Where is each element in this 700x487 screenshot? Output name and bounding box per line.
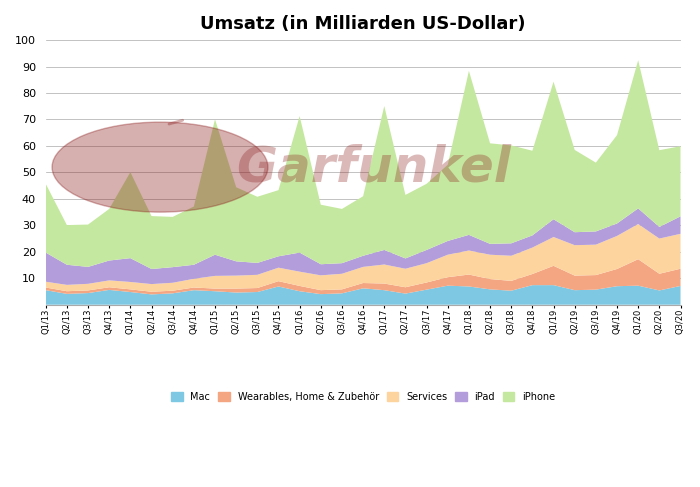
Circle shape xyxy=(52,122,268,212)
Text: Garfunkel: Garfunkel xyxy=(236,143,511,191)
Title: Umsatz (in Milliarden US-Dollar): Umsatz (in Milliarden US-Dollar) xyxy=(200,15,526,33)
Legend: Mac, Wearables, Home & Zubehör, Services, iPad, iPhone: Mac, Wearables, Home & Zubehör, Services… xyxy=(168,389,558,405)
